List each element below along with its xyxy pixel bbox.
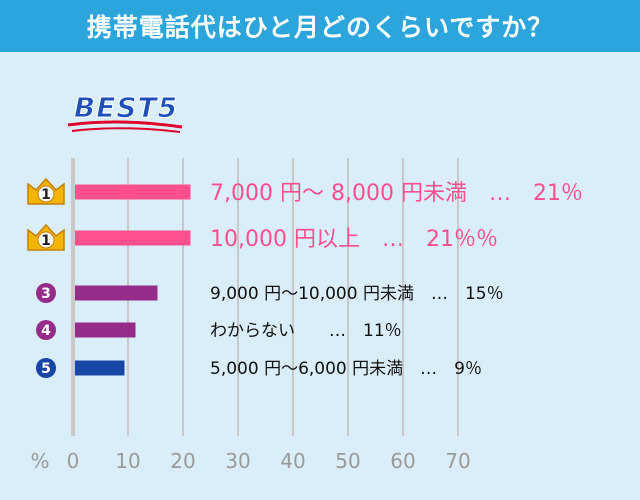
bar <box>75 184 191 200</box>
x-tick-label: 70 <box>445 449 470 473</box>
rank-label: 1 <box>41 233 51 249</box>
x-tick-label: 60 <box>390 449 415 473</box>
bar <box>75 230 191 246</box>
best5-badge: BEST5 <box>74 91 178 124</box>
x-axis-unit-label: % <box>30 449 49 473</box>
x-tick-label: 50 <box>335 449 360 473</box>
bar-label: 9,000 円～10,000 円未満 … 15％ <box>210 284 504 304</box>
bar <box>75 322 136 338</box>
badge-underline <box>67 120 183 129</box>
crown-rank-badge <box>37 185 55 203</box>
chart-title: 携帯電話代はひと月どのくらいですか？ <box>86 13 554 42</box>
rank-label: 4 <box>41 323 51 339</box>
x-tick-label: 10 <box>115 449 140 473</box>
rank-circle-icon <box>36 358 56 378</box>
bar-label: 7,000 円～ 8,000 円未満 … 21％ <box>210 181 583 206</box>
x-tick-label: 30 <box>225 449 250 473</box>
rank-circle-icon <box>36 283 56 303</box>
badge-underline <box>71 127 181 133</box>
rank-label: 5 <box>41 361 51 377</box>
title-bar: 携帯電話代はひと月どのくらいですか？ <box>0 0 640 52</box>
rank-label: 1 <box>41 187 51 203</box>
bar-label: 5,000 円～6,000 円未満 … 9％ <box>210 359 482 379</box>
x-tick-label: 20 <box>170 449 195 473</box>
bar <box>75 285 158 301</box>
rank-circle-icon <box>36 320 56 340</box>
crown-rank-badge <box>37 231 55 249</box>
rank-label: 3 <box>41 286 51 302</box>
bar-label: 10,000 円以上 … 21％％ <box>210 227 498 252</box>
bar <box>75 360 125 376</box>
bar-label: わからない … 11％ <box>210 321 402 341</box>
x-tick-label: 0 <box>67 449 80 473</box>
x-tick-label: 40 <box>280 449 305 473</box>
